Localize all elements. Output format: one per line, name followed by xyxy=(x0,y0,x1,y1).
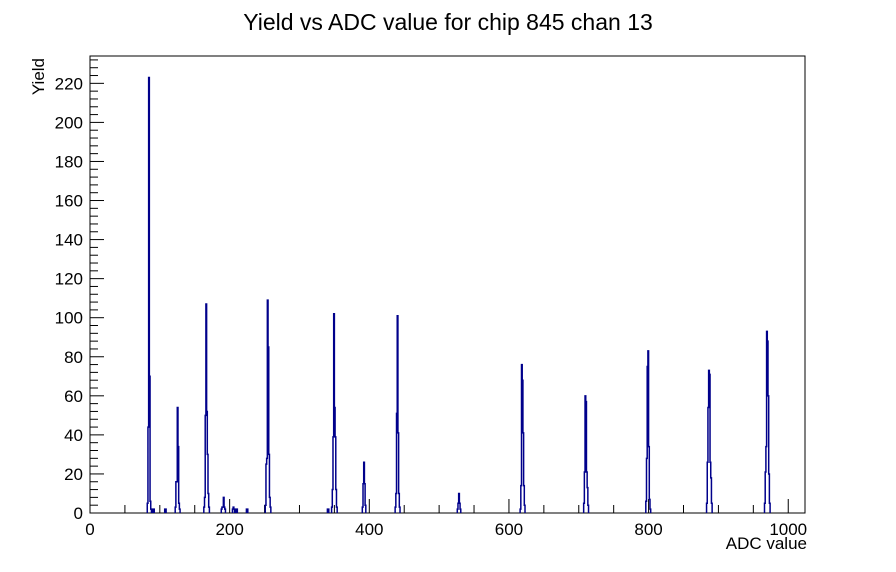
y-tick-label: 160 xyxy=(55,192,83,211)
y-tick-label: 80 xyxy=(64,348,83,367)
x-tick-label: 1000 xyxy=(769,520,807,539)
y-tick-label: 180 xyxy=(55,152,83,171)
y-tick-label: 40 xyxy=(64,426,83,445)
x-tick-label: 400 xyxy=(355,520,383,539)
y-axis-title: Yield xyxy=(29,58,48,95)
x-tick-label: 600 xyxy=(495,520,523,539)
y-tick-label: 140 xyxy=(55,231,83,250)
y-tick-label: 120 xyxy=(55,270,83,289)
y-tick-label: 20 xyxy=(64,465,83,484)
y-tick-label: 0 xyxy=(74,504,83,523)
plot-frame xyxy=(89,55,806,514)
x-tick-label: 200 xyxy=(215,520,243,539)
x-tick-label: 800 xyxy=(634,520,662,539)
y-tick-label: 60 xyxy=(64,387,83,406)
x-tick-label: 0 xyxy=(85,520,94,539)
x-axis-title: ADC value xyxy=(726,534,807,553)
y-tick-label: 100 xyxy=(55,309,83,328)
y-tick-label: 220 xyxy=(55,74,83,93)
y-axis: 0 20 40 60 80 100 120 140 160 180 200 220 xyxy=(55,59,104,523)
y-tick-label: 200 xyxy=(55,113,83,132)
histogram-series xyxy=(146,76,771,513)
x-axis: 0 200 400 600 800 1000 xyxy=(85,499,807,539)
chart-title: Yield vs ADC value for chip 845 chan 13 xyxy=(243,9,653,35)
